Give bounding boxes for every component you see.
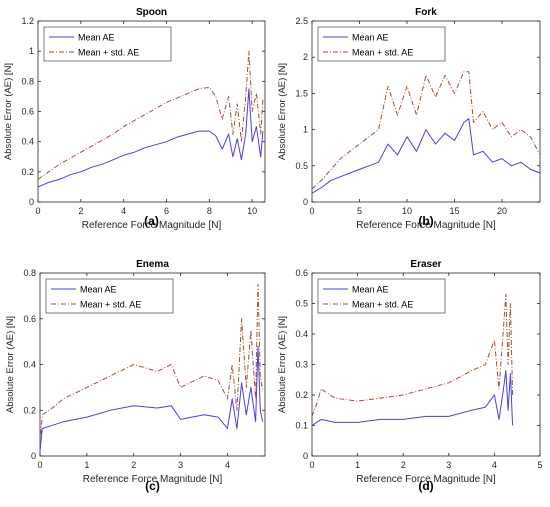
x-axis-label: Reference Force Magnitude [N] [82,220,222,231]
y-tick-label: 0.6 [21,107,34,117]
series-line-mean-std-ae [311,71,541,190]
x-tick-label: 2 [78,206,83,216]
y-tick-label: 0.4 [21,137,34,147]
chart-title: Enema [136,259,169,270]
y-tick-label: 2.5 [295,16,308,26]
y-tick-label: 0 [303,197,308,207]
panel-caption: (b) [418,214,433,228]
legend-box [317,26,446,62]
y-axis-label: Absolute Error (AE) [N] [5,316,16,413]
legend-entry: Mean AE [80,285,117,295]
y-tick-label: 1 [29,46,34,56]
x-axis-label: Reference Force Magnitude [N] [356,474,496,485]
x-tick-label: 4 [121,206,126,216]
y-axis-label: Absolute Error (AE) [N] [277,63,288,160]
legend-box [45,278,174,314]
y-tick-label: 0 [303,451,308,461]
x-tick-label: 3 [446,460,451,470]
series-line-mean-std-ae [37,50,264,180]
y-tick-label: 0.6 [295,268,308,278]
x-tick-label: 0 [37,460,42,470]
legend-entry: Mean AE [352,285,389,295]
panel-caption: (a) [144,214,159,228]
x-tick-label: 0 [35,206,40,216]
y-tick-label: 0.4 [23,360,36,370]
x-tick-label: 10 [247,206,257,216]
x-tick-label: 6 [164,206,169,216]
y-axis-label: Absolute Error (AE) [N] [277,316,288,413]
x-tick-label: 4 [225,460,230,470]
y-tick-label: 1.5 [295,88,308,98]
legend-entry: Mean AE [78,33,115,43]
legend-box [43,26,172,62]
y-axis-label: Absolute Error (AE) [N] [3,63,14,160]
legend: Mean AE Mean + std. AE [317,278,446,314]
y-tick-label: 0.2 [23,405,36,415]
x-tick-label: 1 [84,460,89,470]
y-tick-label: 0.2 [295,390,308,400]
y-tick-label: 1 [303,125,308,135]
series-line-mean-std-ae [311,293,514,417]
chart-panel-1: 0 2 4 6 8 10 0 0.2 0.4 0.6 0.8 1 1.2 Spoon Reference F… [3,7,266,231]
x-tick-label: 15 [449,206,459,216]
series-line-mean-std-ae [39,283,264,445]
chart-title: Fork [415,7,437,18]
x-axis-label: Reference Force Magnitude [N] [356,220,496,231]
chart-title: Spoon [136,7,167,18]
legend-entry: Mean + std. AE [352,48,413,58]
y-tick-label: 0.1 [295,421,308,431]
x-tick-label: 10 [402,206,412,216]
legend: Mean AE Mean + std. AE [317,26,446,62]
y-tick-label: 0.2 [21,167,34,177]
x-tick-label: 0 [309,460,314,470]
legend: Mean AE Mean + std. AE [45,278,174,314]
legend-entry: Mean + std. AE [80,300,141,310]
x-tick-label: 8 [207,206,212,216]
legend-box [317,278,446,314]
x-tick-label: 2 [401,460,406,470]
chart-panel-3: 0 1 2 3 4 0 0.2 0.4 0.6 0.8 Enema Reference Force M… [5,259,266,493]
x-axis-label: Reference Force Magnitude [N] [83,474,223,485]
y-tick-label: 0.4 [295,329,308,339]
y-tick-label: 2 [303,52,308,62]
y-tick-label: 0.6 [23,314,36,324]
y-tick-label: 0.8 [23,268,36,278]
x-tick-label: 20 [497,206,507,216]
legend: Mean AE Mean + std. AE [43,26,172,62]
x-tick-label: 1 [355,460,360,470]
y-tick-label: 0.8 [21,76,34,86]
chart-title: Eraser [410,259,441,270]
y-tick-label: 0 [29,197,34,207]
y-tick-label: 0 [31,451,36,461]
series-line-mean-ae [311,370,514,426]
x-tick-label: 5 [537,460,542,470]
chart-panel-2: 0 5 10 15 20 0 0.5 1 1.5 2 2.5 Fork Reference Force … [277,7,541,231]
series-line-mean-ae [311,118,541,194]
panel-caption: (c) [145,479,160,493]
x-tick-label: 2 [131,460,136,470]
series-line-mean-ae [39,345,264,452]
y-tick-label: 1.2 [21,16,34,26]
x-tick-label: 4 [492,460,497,470]
chart-panel-4: 0 1 2 3 4 5 0 0.1 0.2 0.3 0.4 0.5 0.6 Eraser Reference… [277,259,543,493]
panel-caption: (d) [418,479,433,493]
x-tick-label: 5 [357,206,362,216]
legend-entry: Mean + std. AE [78,48,139,58]
legend-entry: Mean AE [352,33,389,43]
x-tick-label: 0 [309,206,314,216]
y-tick-label: 0.3 [295,360,308,370]
x-tick-label: 3 [178,460,183,470]
series-line-mean-ae [37,88,264,188]
y-tick-label: 0.5 [295,161,308,171]
legend-entry: Mean + std. AE [352,300,413,310]
y-tick-label: 0.5 [295,299,308,309]
